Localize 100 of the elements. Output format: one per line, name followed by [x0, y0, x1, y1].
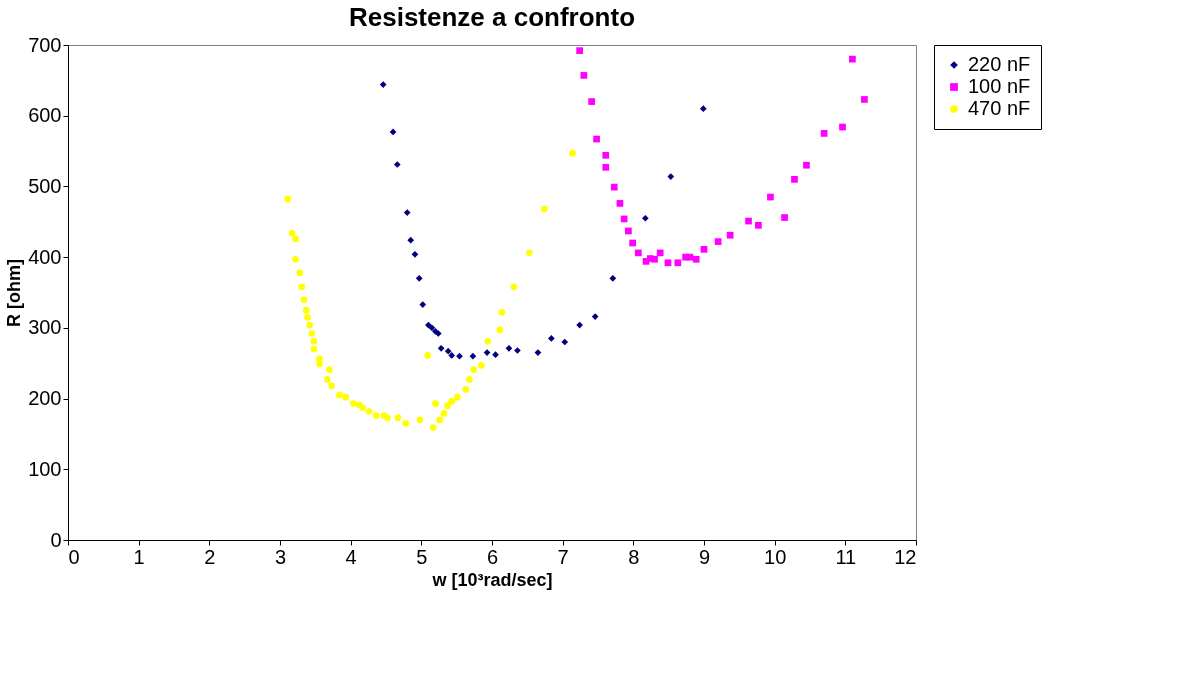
point: [593, 135, 600, 143]
point: [428, 324, 436, 332]
point: [300, 296, 308, 303]
point: [440, 410, 448, 417]
point: [296, 269, 304, 277]
point: [610, 183, 618, 191]
y-tick-label: 600: [28, 104, 62, 127]
point: [448, 352, 456, 359]
point: [402, 419, 410, 427]
point: [726, 231, 734, 239]
point: [534, 349, 542, 356]
y-tick-label: 500: [28, 174, 62, 197]
x-tick-label: 7: [557, 545, 569, 568]
point: [328, 382, 335, 390]
point: [304, 313, 311, 321]
x-tick-label: 0: [68, 545, 80, 568]
point: [323, 376, 331, 383]
point: [803, 161, 810, 169]
x-axis-title: w [10³rad/sec]: [431, 569, 553, 590]
point: [820, 130, 828, 137]
point: [656, 249, 664, 257]
point: [641, 214, 649, 222]
point: [651, 255, 658, 263]
point: [415, 275, 423, 282]
x-tick-label: 1: [133, 545, 145, 568]
point: [699, 105, 707, 112]
y-tick-label: 200: [28, 387, 62, 410]
point: [389, 128, 397, 136]
x-tick-label: 8: [628, 545, 640, 568]
point: [288, 229, 296, 237]
point: [444, 347, 452, 355]
point: [496, 326, 504, 334]
point: [448, 398, 456, 405]
y-tick-label: 0: [50, 528, 62, 551]
y-tick-label: 300: [28, 316, 62, 339]
point: [781, 214, 788, 221]
point: [359, 404, 367, 412]
legend-label: 100 nF: [968, 75, 1031, 97]
point: [609, 275, 617, 282]
point: [292, 255, 299, 263]
point: [745, 217, 752, 225]
point: [478, 361, 485, 369]
x-tick-label: 2: [204, 545, 216, 568]
point: [505, 345, 513, 352]
x-tick-label: 3: [274, 545, 287, 568]
point: [454, 393, 461, 401]
point: [602, 151, 610, 159]
point: [514, 347, 521, 354]
point: [407, 236, 415, 244]
point: [372, 412, 380, 419]
chart-title: Resistenze a confronto: [348, 2, 636, 32]
point: [416, 416, 424, 424]
x-tick-label: 11: [835, 545, 857, 568]
point: [483, 349, 491, 356]
point: [284, 195, 292, 203]
x-tick-label: 12: [894, 545, 917, 568]
point: [437, 345, 445, 352]
point: [411, 250, 419, 258]
point: [403, 209, 411, 216]
point: [462, 386, 470, 393]
point: [310, 337, 318, 345]
point: [302, 306, 310, 314]
x-tick-label: 6: [486, 545, 499, 568]
point: [379, 81, 387, 88]
point: [424, 352, 432, 359]
point: [561, 338, 569, 346]
point: [365, 407, 373, 415]
point: [336, 391, 343, 399]
point: [394, 414, 402, 422]
point: [616, 200, 624, 207]
point: [393, 161, 401, 168]
point: [620, 215, 628, 223]
point: [384, 414, 391, 422]
point: [308, 330, 316, 337]
point: [310, 345, 318, 353]
point: [588, 98, 595, 105]
point: [591, 313, 599, 320]
point: [510, 283, 518, 291]
point: [419, 301, 427, 308]
point: [292, 235, 299, 243]
point: [316, 355, 323, 363]
point: [466, 376, 473, 383]
point: [470, 366, 477, 373]
y-axis-title: R [ohm]: [4, 259, 25, 327]
point: [429, 424, 437, 431]
point: [849, 55, 856, 63]
point: [316, 360, 323, 368]
point: [469, 352, 477, 360]
point: [456, 352, 463, 360]
point: [548, 335, 555, 342]
y-tick-label: 700: [28, 33, 62, 56]
point: [540, 205, 548, 213]
legend-label: 220 nF: [968, 53, 1031, 75]
x-tick-label: 10: [764, 545, 787, 568]
point: [674, 259, 682, 267]
x-tick-label: 4: [345, 545, 357, 568]
point: [767, 193, 774, 201]
point: [692, 255, 700, 263]
x-tick-label: 5: [416, 545, 428, 568]
y-tick-label: 400: [28, 245, 62, 268]
